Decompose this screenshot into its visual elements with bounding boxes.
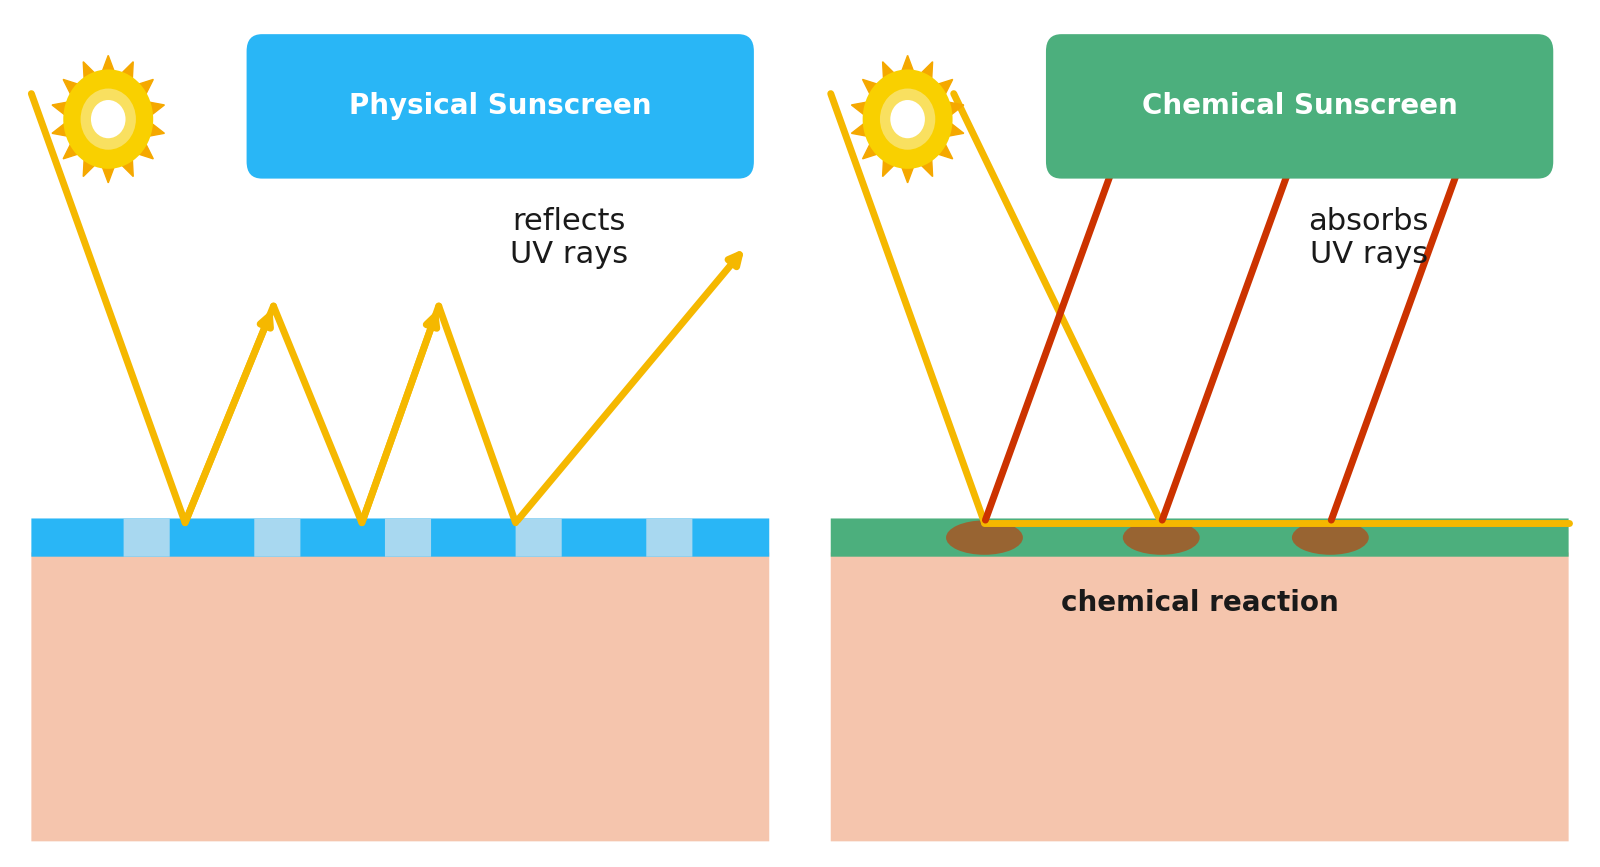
FancyBboxPatch shape <box>515 518 562 557</box>
FancyBboxPatch shape <box>32 552 770 841</box>
Ellipse shape <box>1291 520 1368 555</box>
FancyBboxPatch shape <box>386 518 430 557</box>
Polygon shape <box>851 55 963 183</box>
FancyBboxPatch shape <box>646 518 693 557</box>
Text: reflects
UV rays: reflects UV rays <box>510 206 629 270</box>
FancyBboxPatch shape <box>123 518 170 557</box>
Ellipse shape <box>946 520 1022 555</box>
FancyBboxPatch shape <box>1046 34 1554 179</box>
FancyBboxPatch shape <box>254 518 301 557</box>
Text: absorbs
UV rays: absorbs UV rays <box>1309 206 1429 270</box>
FancyBboxPatch shape <box>246 34 754 179</box>
FancyBboxPatch shape <box>830 552 1568 841</box>
Circle shape <box>80 88 136 150</box>
Circle shape <box>880 88 936 150</box>
FancyBboxPatch shape <box>830 518 1568 557</box>
FancyBboxPatch shape <box>32 518 770 557</box>
Text: chemical reaction: chemical reaction <box>1061 590 1339 617</box>
Circle shape <box>890 100 925 138</box>
Circle shape <box>862 69 952 169</box>
Text: Physical Sunscreen: Physical Sunscreen <box>349 93 651 121</box>
Circle shape <box>64 69 154 169</box>
Text: Chemical Sunscreen: Chemical Sunscreen <box>1142 93 1458 121</box>
Circle shape <box>91 100 125 138</box>
Ellipse shape <box>1123 520 1200 555</box>
Polygon shape <box>53 55 165 183</box>
